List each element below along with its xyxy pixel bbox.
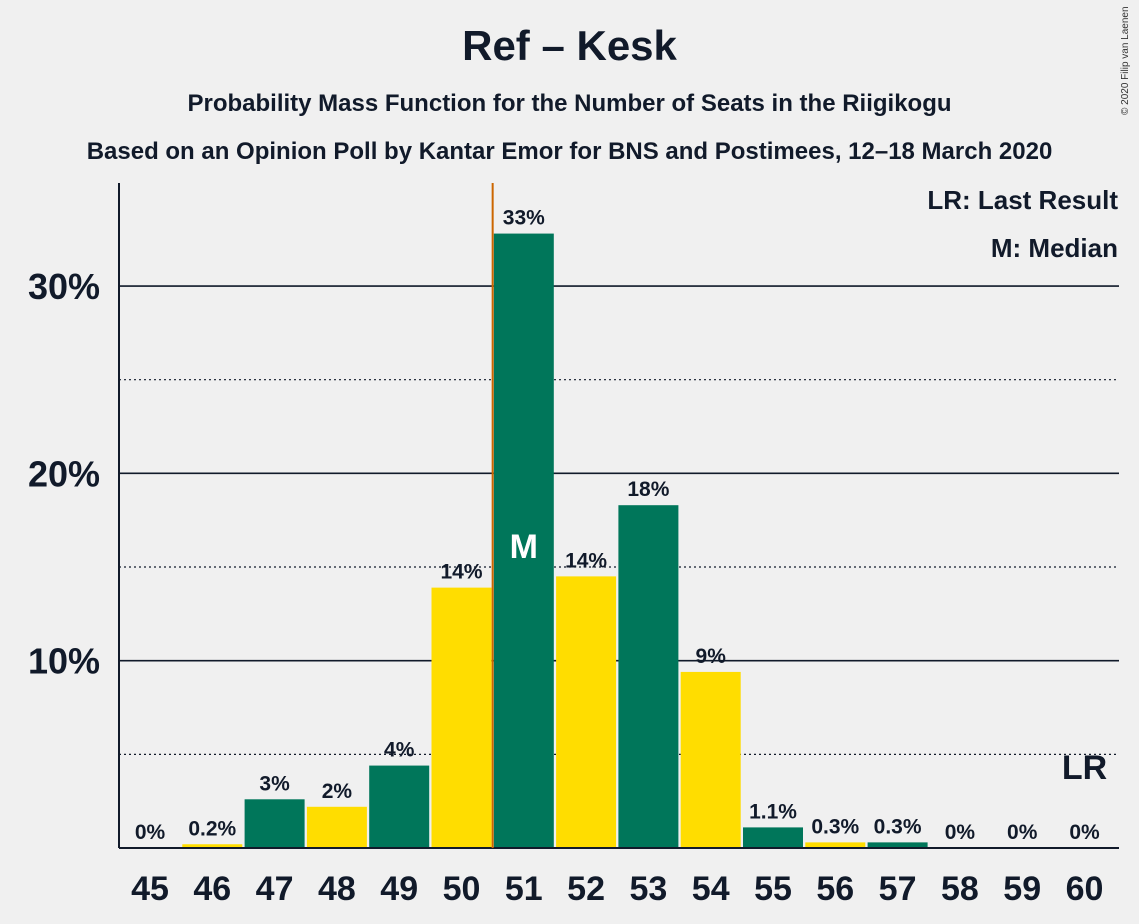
chart-subtitle: Probability Mass Function for the Number… [187,90,952,117]
x-tick-52: 52 [567,870,605,908]
x-tick-53: 53 [629,870,667,908]
x-tick-56: 56 [816,870,854,908]
y-tick-10: 10% [28,641,100,682]
bar-label-seat-60: 0% [1069,821,1100,844]
x-tick-48: 48 [318,870,356,908]
bar-label-seat-52: 14% [565,549,607,572]
x-tick-54: 54 [692,870,730,908]
x-tick-51: 51 [505,870,543,908]
bar-seat-49 [369,765,430,848]
bar-label-seat-49: 4% [384,739,415,762]
axes [118,183,1119,849]
x-tick-50: 50 [443,870,481,908]
bar-seat-56 [805,842,866,848]
bar-seat-55 [743,827,803,848]
x-tick-46: 46 [193,870,231,908]
bar-label-seat-55: 1.1% [749,800,797,823]
x-tick-59: 59 [1003,870,1041,908]
y-axis-tick-labels: 10% 20% 30% [28,266,100,682]
x-tick-58: 58 [941,870,979,908]
x-axis-tick-labels: 45 46 47 48 49 50 51 52 53 54 55 56 57 58 59 60 [131,870,1103,908]
bar-label-seat-57: 0.3% [874,815,922,838]
x-tick-47: 47 [256,870,294,908]
bar-seat-51 [493,233,554,849]
legend-median: M: Median [991,233,1118,263]
bar-label-seat-59: 0% [1007,821,1038,844]
x-tick-55: 55 [754,870,792,908]
bar-label-seat-48: 2% [322,780,353,803]
bar-seat-52 [556,576,617,848]
x-tick-45: 45 [131,870,169,908]
last-result-marker: LR [1062,749,1107,787]
chart-markers: M LR [491,183,1107,848]
y-tick-20: 20% [28,453,100,494]
chart-title: Ref – Kesk [462,22,677,69]
bar-seat-47 [244,799,305,848]
bar-value-labels: 0% 0.2% 3% 2% 4% 14% 33% 14% 18% 9% 1.1% 0.3% 0.3% 0%… [135,207,1100,844]
legend-last-result: LR: Last Result [927,185,1118,215]
bar-label-seat-46: 0.2% [188,817,236,840]
x-tick-60: 60 [1066,870,1104,908]
x-tick-57: 57 [879,870,917,908]
x-tick-49: 49 [380,870,418,908]
bar-label-seat-45: 0% [135,821,166,844]
y-tick-30: 30% [28,266,100,307]
bar-seat-46 [182,844,243,848]
bar-label-seat-47: 3% [259,772,290,795]
median-marker: M [510,528,538,566]
bar-seat-54 [680,671,741,848]
bar-seat-48 [306,806,367,848]
bar-label-seat-51: 33% [503,207,545,230]
bar-label-seat-53: 18% [627,478,669,501]
bar-label-seat-54: 9% [696,645,727,668]
bar-label-seat-50: 14% [440,561,482,584]
bar-seat-53 [618,505,679,848]
bar-label-seat-56: 0.3% [811,815,859,838]
bar-seat-50 [431,587,492,848]
bar-seat-57 [867,842,928,848]
bars [182,233,928,849]
chart-source-line: Based on an Opinion Poll by Kantar Emor … [86,138,1053,165]
bar-label-seat-58: 0% [945,821,976,844]
